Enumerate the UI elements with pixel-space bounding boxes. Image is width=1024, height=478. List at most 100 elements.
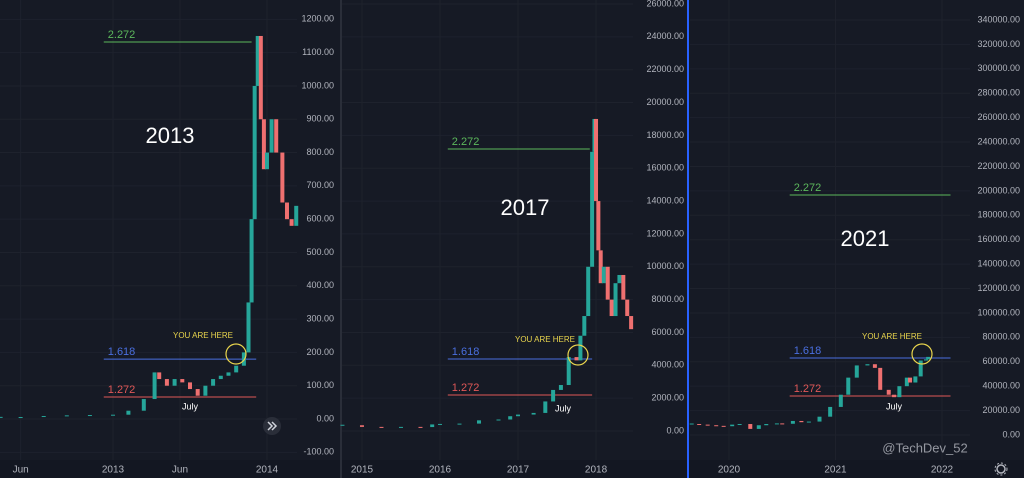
y-tick-label: 8000.00 (651, 294, 684, 304)
y-tick-label: 300.00 (306, 313, 334, 323)
candle (64, 415, 69, 417)
y-tick-label: 60000.00 (982, 356, 1020, 366)
marker-label: July (886, 401, 903, 411)
fib-label: 1.272 (108, 384, 136, 396)
y-tick-label: 26000.00 (646, 0, 684, 8)
fib-label: 1.272 (794, 383, 822, 395)
y-tick-label: 1100.00 (302, 47, 334, 57)
candle (430, 424, 435, 428)
candle (180, 379, 185, 383)
highlight-circle (225, 343, 247, 365)
y-tick-label: 320000.00 (977, 39, 1020, 49)
y-tick-label: 10000.00 (646, 261, 684, 271)
y-tick-label: 260000.00 (977, 112, 1020, 122)
y-tick-label: 16000.00 (646, 163, 684, 173)
candle (878, 367, 883, 390)
fib-label: 1.618 (794, 345, 822, 357)
candle (516, 414, 521, 417)
y-tick-label: 0.00 (316, 413, 334, 423)
candle (846, 377, 851, 395)
y-tick-label: 40000.00 (982, 381, 1020, 391)
candle (828, 406, 833, 417)
x-tick-label: 2015 (351, 465, 374, 476)
y-tick-label: 20000.00 (646, 97, 684, 107)
y-tick-label: 300000.00 (977, 63, 1020, 73)
y-tick-label: 180000.00 (977, 210, 1020, 220)
candle (87, 415, 92, 417)
x-tick-label: 2017 (507, 465, 530, 476)
candle (18, 417, 23, 419)
candle (274, 119, 279, 153)
candle (280, 152, 285, 203)
candle (697, 424, 702, 426)
marker-label: July (555, 403, 572, 413)
fib-label: 2.272 (108, 29, 136, 41)
candle (617, 274, 622, 284)
candle (249, 219, 254, 303)
candle (799, 420, 804, 423)
candle (284, 202, 289, 220)
x-tick-label: 2020 (718, 465, 741, 476)
highlight-circle (567, 344, 589, 366)
candle (582, 316, 587, 336)
y-tick-label: 400.00 (306, 280, 334, 290)
candle (261, 119, 266, 170)
candle (294, 205, 299, 226)
candle (157, 372, 162, 380)
x-tick-label: 2013 (102, 465, 125, 476)
settings-icon[interactable] (994, 462, 1008, 476)
y-tick-label: 340000.00 (977, 14, 1020, 24)
candle (558, 385, 563, 390)
y-tick-label: 140000.00 (977, 258, 1020, 268)
time-axis-strip (0, 460, 1024, 478)
candle (854, 365, 859, 378)
candle (897, 386, 902, 398)
candle (748, 424, 753, 429)
candle (543, 401, 548, 413)
candle (41, 416, 46, 418)
candle (234, 365, 239, 373)
candle (111, 414, 116, 416)
candle (721, 425, 726, 427)
candle (152, 372, 157, 400)
candle (437, 423, 442, 425)
candle (164, 379, 169, 386)
fib-label: 1.618 (452, 346, 480, 358)
candle (379, 426, 384, 428)
candle (892, 394, 897, 398)
candle (226, 372, 231, 376)
x-tick-label: 2022 (931, 465, 954, 476)
x-tick-label: 2018 (585, 465, 608, 476)
candle (817, 416, 822, 422)
y-tick-label: 1000.00 (301, 80, 334, 90)
y-tick-label: 200.00 (306, 347, 334, 357)
scroll-button[interactable] (263, 417, 281, 435)
candle (705, 424, 710, 426)
y-tick-label: 600.00 (306, 214, 334, 224)
candle (246, 302, 251, 353)
candle (172, 379, 177, 386)
y-tick-label: 240000.00 (977, 136, 1020, 146)
note: YOU ARE HERE (173, 331, 233, 340)
candle (457, 423, 462, 425)
candle (764, 424, 769, 426)
candle (601, 266, 606, 284)
candle (289, 219, 294, 226)
candle (359, 425, 364, 427)
highlight-circle (911, 343, 933, 365)
candle (574, 357, 579, 361)
y-tick-label: 0.00 (666, 425, 684, 435)
watermark: @TechDev_52 (882, 440, 967, 455)
y-tick-label: 100000.00 (977, 307, 1020, 317)
candle (566, 357, 571, 386)
candle (252, 85, 257, 220)
fib-label: 1.272 (452, 382, 480, 394)
candle (264, 152, 269, 170)
y-tick-label: 80000.00 (982, 332, 1020, 342)
y-tick-label: 18000.00 (646, 130, 684, 140)
y-tick-label: 280000.00 (977, 88, 1020, 98)
y-tick-label: 4000.00 (651, 360, 684, 370)
candle (203, 385, 208, 396)
